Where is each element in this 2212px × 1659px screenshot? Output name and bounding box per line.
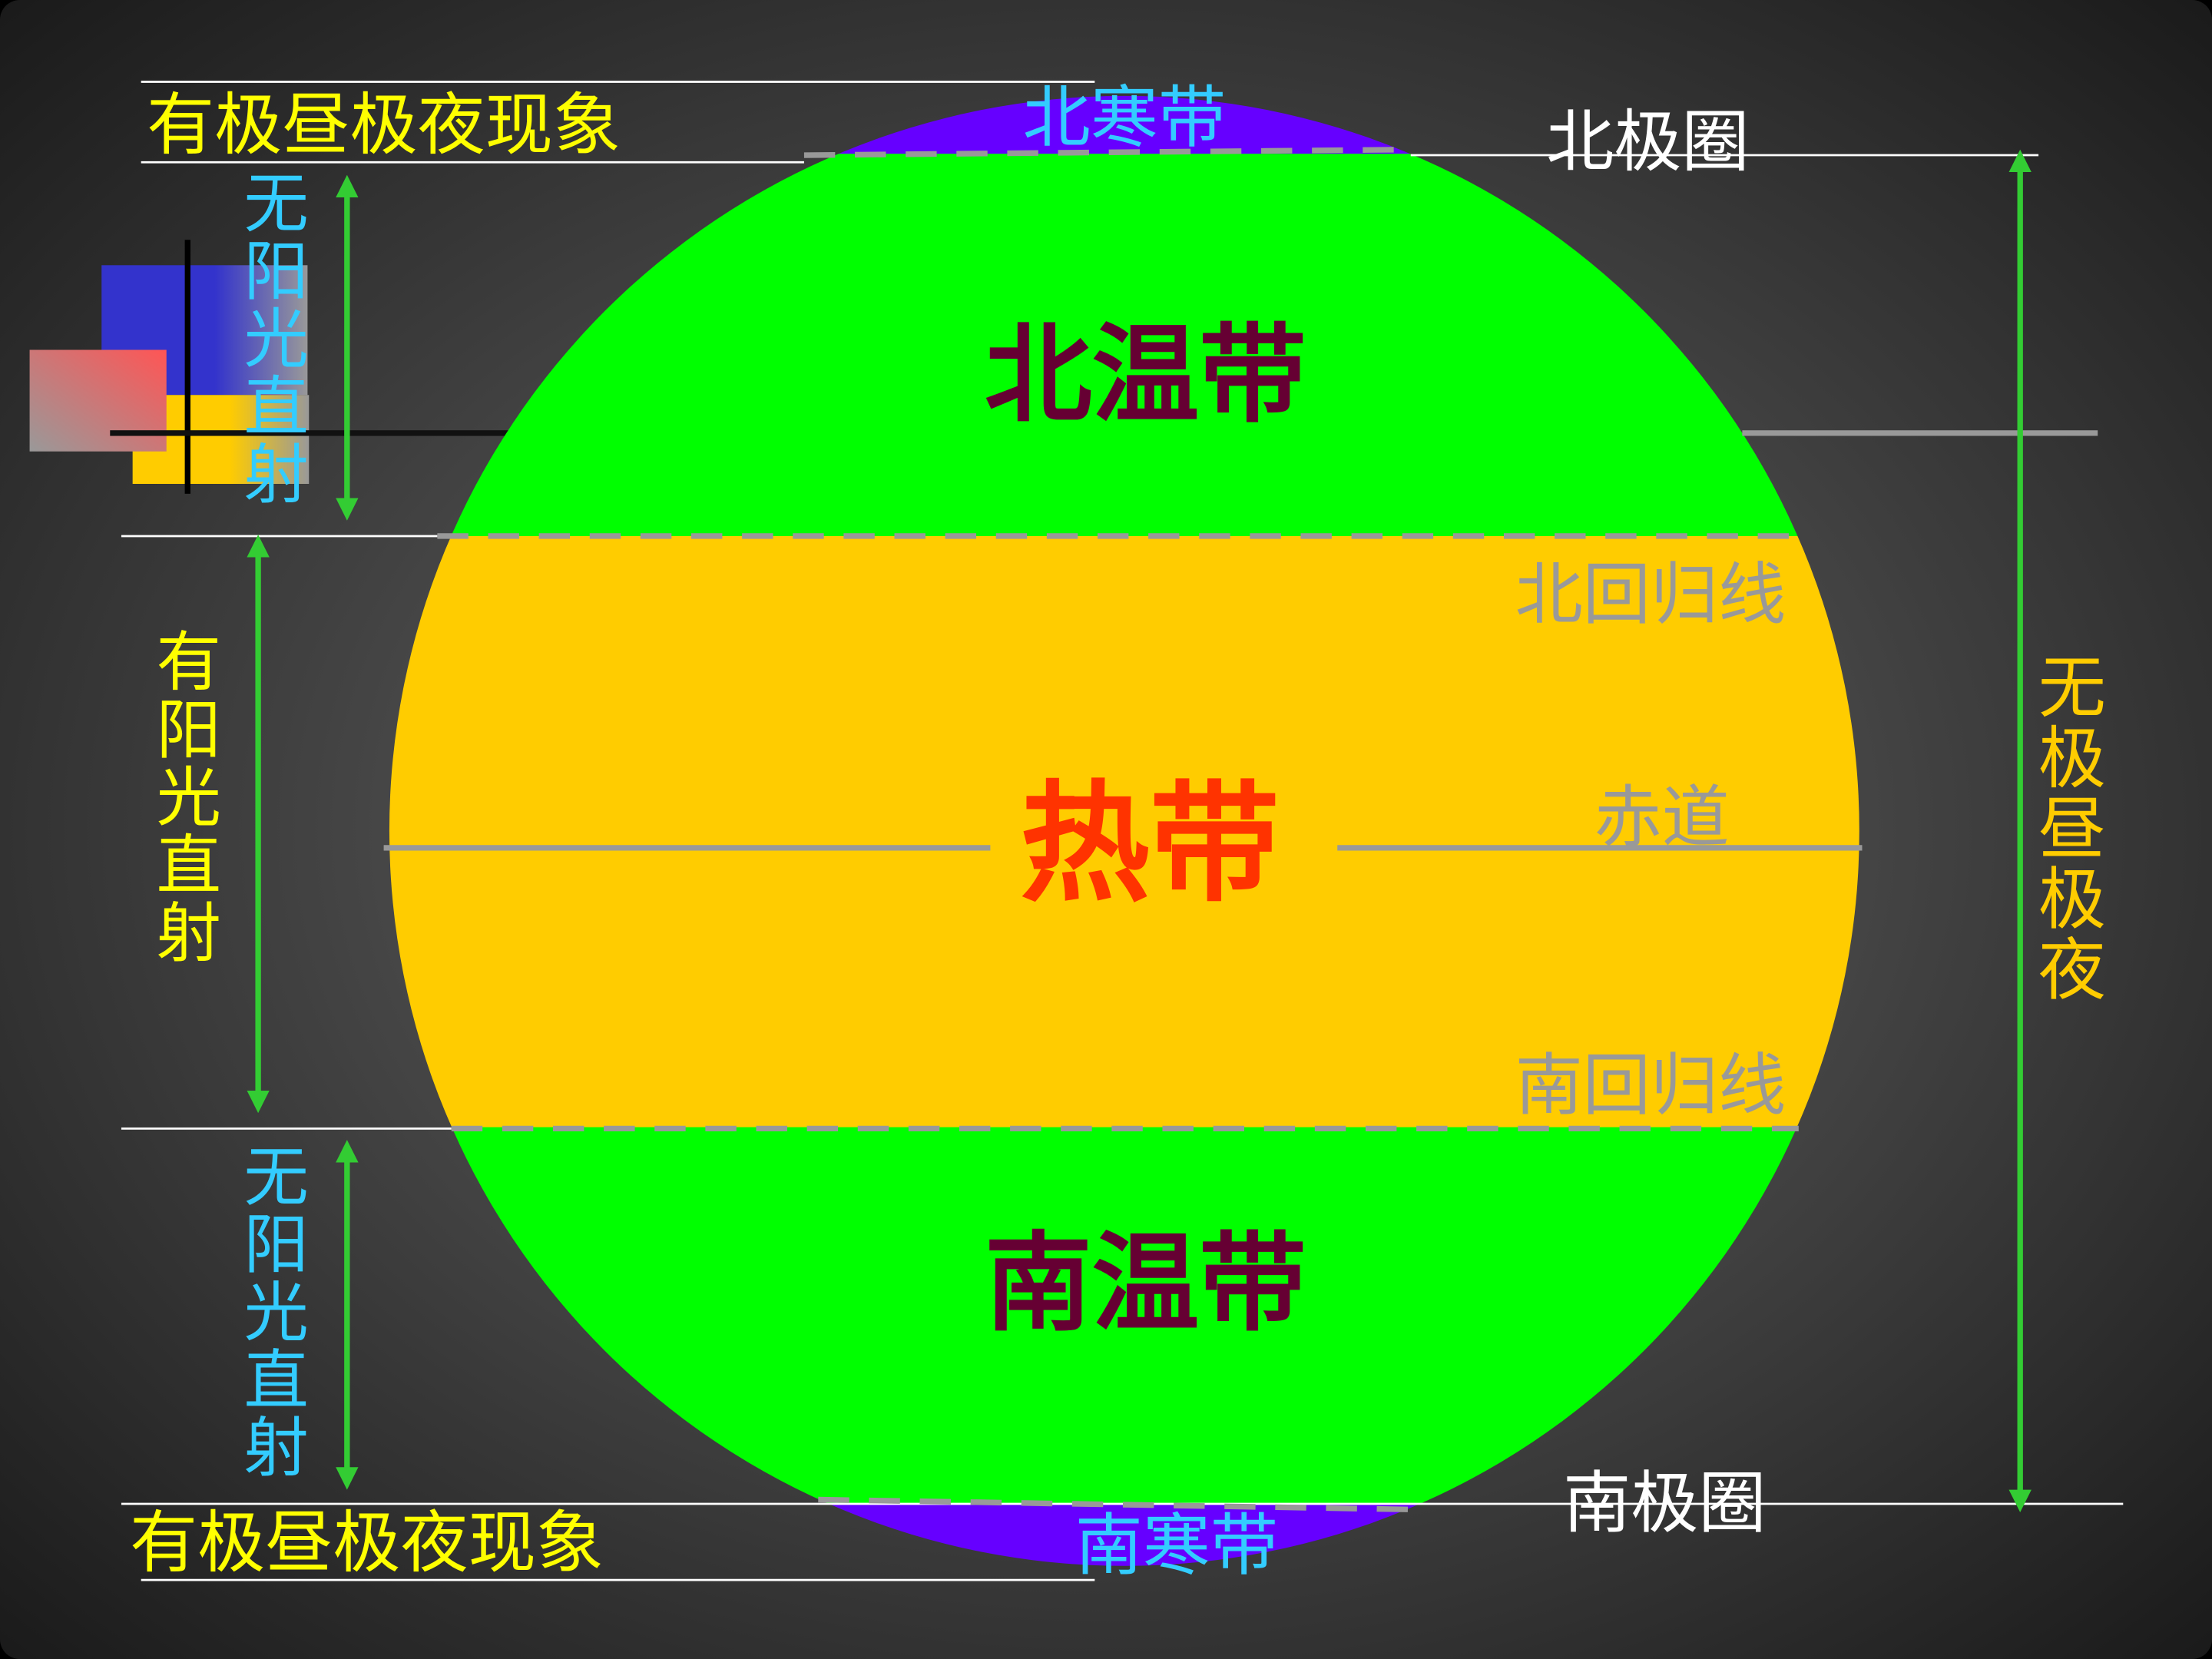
north-temperate-label: 北温带 — [985, 312, 1306, 437]
tropic-capricorn-label: 南回归线 — [1515, 1046, 1786, 1125]
tropic-cancer-label: 北回归线 — [1515, 555, 1786, 634]
south-frigid-label: 南寒带 — [1075, 1505, 1278, 1584]
equator-label: 赤道 — [1594, 778, 1730, 857]
north-frigid-label: 北寒带 — [1023, 78, 1226, 157]
arctic-circle-label: 北极圈 — [1546, 102, 1749, 181]
south-temperate-label: 南温带 — [985, 1220, 1306, 1346]
no-polar-day-night: 无极昼极夜 — [2027, 652, 2106, 1005]
tropical-label: 热带 — [1020, 768, 1280, 919]
polar-day-night-top: 有极昼极夜现象 — [147, 85, 621, 164]
tropical-zone — [389, 535, 1859, 1129]
no-direct-sun-north: 无阳光直射 — [233, 169, 309, 508]
decorative-squares — [29, 240, 703, 494]
polar-day-night-bottom: 有极昼极夜现象 — [130, 1503, 604, 1582]
guide-lines — [121, 81, 2124, 1581]
direct-sun: 有阳光直射 — [146, 628, 221, 966]
no-direct-sun-south: 无阳光直射 — [233, 1143, 309, 1482]
dashed-circle-lines — [437, 147, 1799, 1512]
antarctic-circle-label: 南极圈 — [1563, 1463, 1766, 1542]
